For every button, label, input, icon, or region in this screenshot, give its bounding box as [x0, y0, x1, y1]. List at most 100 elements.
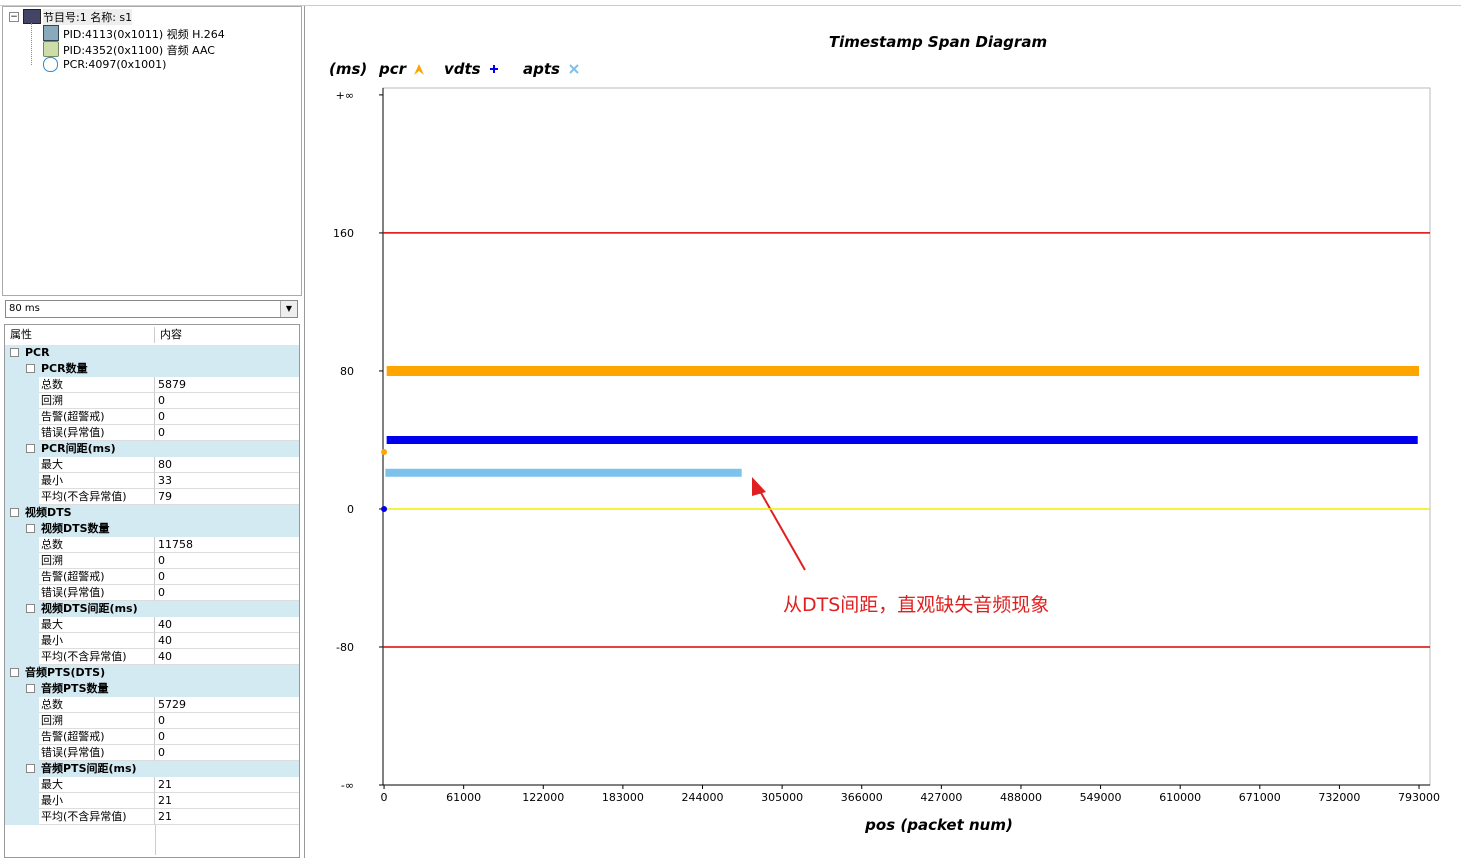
property-name[interactable]: 总数	[39, 537, 155, 553]
expander[interactable]	[26, 444, 35, 453]
x-tick-label: 671000	[1239, 791, 1281, 804]
property-value[interactable]: 21	[155, 777, 299, 793]
property-value[interactable]: 0	[155, 713, 299, 729]
property-value[interactable]: 5879	[155, 377, 299, 393]
legend-marker	[569, 64, 579, 74]
tree-item[interactable]: PCR:4097(0x1001)	[63, 58, 167, 71]
property-name[interactable]: 告警(超警戒)	[39, 409, 155, 425]
section-row[interactable]: PCR	[5, 345, 299, 361]
property-value[interactable]: 40	[155, 649, 299, 665]
property-name[interactable]: 最小	[39, 633, 155, 649]
annotation-arrow	[755, 483, 806, 571]
expander[interactable]	[10, 668, 19, 677]
expander[interactable]	[26, 604, 35, 613]
annotation: 从DTS间距，直观缺失音频现象	[783, 594, 1049, 616]
property-value[interactable]: 0	[155, 393, 299, 409]
group-row[interactable]: 音频PTS数量	[5, 681, 299, 697]
property-name[interactable]: 总数	[39, 377, 155, 393]
row-gutter	[5, 409, 39, 425]
property-value[interactable]: 0	[155, 409, 299, 425]
legend-marker	[414, 64, 424, 75]
row-gutter	[5, 489, 39, 505]
property-value[interactable]: 0	[155, 729, 299, 745]
panel-divider	[304, 6, 305, 858]
dropdown[interactable]: 80 ms ▼	[5, 300, 298, 318]
property-name[interactable]: 告警(超警戒)	[39, 729, 155, 745]
property-name[interactable]: 平均(不含异常值)	[39, 489, 155, 505]
tree-item[interactable]: PID:4113(0x1011) 视频 H.264	[63, 28, 225, 41]
expander[interactable]	[10, 348, 19, 357]
property-name[interactable]: 平均(不含异常值)	[39, 649, 155, 665]
property-name[interactable]: 回溯	[39, 553, 155, 569]
y-tick-label: 0	[347, 503, 354, 516]
property-name[interactable]: 最大	[39, 777, 155, 793]
section-row[interactable]: 视频DTS	[5, 505, 299, 521]
tree-connector	[31, 23, 42, 65]
group-row[interactable]: 视频DTS数量	[5, 521, 299, 537]
property-value[interactable]: 40	[155, 633, 299, 649]
row-gutter	[5, 745, 39, 761]
expander[interactable]	[26, 684, 35, 693]
group-row[interactable]: PCR间距(ms)	[5, 441, 299, 457]
expander[interactable]: −	[9, 12, 19, 22]
top-strip	[0, 0, 1461, 6]
property-value[interactable]: 0	[155, 553, 299, 569]
tree-root[interactable]: 节目号:1 名称: s1	[43, 9, 133, 25]
property-name[interactable]: 最大	[39, 457, 155, 473]
property-value[interactable]: 0	[155, 569, 299, 585]
group-row[interactable]: PCR数量	[5, 361, 299, 377]
expander[interactable]	[26, 364, 35, 373]
expander[interactable]	[26, 764, 35, 773]
y-tick-label: 160	[333, 227, 354, 240]
property-name[interactable]: 平均(不含异常值)	[39, 809, 155, 825]
property-value[interactable]: 11758	[155, 537, 299, 553]
tree-item[interactable]: PID:4352(0x1100) 音频 AAC	[63, 44, 215, 57]
row-gutter	[5, 649, 39, 665]
header-cell: 内容	[160, 328, 182, 341]
property-value[interactable]: 21	[155, 809, 299, 825]
y-tick-label: -∞	[341, 779, 354, 792]
property-name[interactable]: 总数	[39, 697, 155, 713]
property-name[interactable]: 最小	[39, 473, 155, 489]
expander[interactable]	[10, 508, 19, 517]
program-icon	[23, 9, 41, 24]
row-gutter	[5, 809, 39, 825]
row-gutter	[5, 377, 39, 393]
property-value[interactable]: 33	[155, 473, 299, 489]
property-value[interactable]: 80	[155, 457, 299, 473]
property-name[interactable]: 错误(异常值)	[39, 585, 155, 601]
section-row[interactable]: 音频PTS(DTS)	[5, 665, 299, 681]
property-name[interactable]: 最大	[39, 617, 155, 633]
y-tick-label: +∞	[336, 89, 354, 102]
x-tick-label: 732000	[1318, 791, 1360, 804]
expander[interactable]	[26, 524, 35, 533]
property-value[interactable]: 0	[155, 425, 299, 441]
property-name[interactable]: 错误(异常值)	[39, 745, 155, 761]
audio-icon	[43, 41, 59, 57]
x-tick-label: 0	[381, 791, 388, 804]
x-tick-label: 427000	[920, 791, 962, 804]
x-tick-label: 122000	[522, 791, 564, 804]
property-value[interactable]: 79	[155, 489, 299, 505]
property-name[interactable]: 回溯	[39, 393, 155, 409]
property-name[interactable]: 告警(超警戒)	[39, 569, 155, 585]
legend-marker	[490, 65, 498, 73]
property-name[interactable]: 最小	[39, 793, 155, 809]
series-point	[381, 449, 388, 456]
property-value[interactable]: 0	[155, 745, 299, 761]
property-value[interactable]: 5729	[155, 697, 299, 713]
row-gutter	[5, 793, 39, 809]
property-name[interactable]: 回溯	[39, 713, 155, 729]
dropdown-button[interactable]: ▼	[280, 301, 297, 317]
property-value[interactable]: 0	[155, 585, 299, 601]
property-value[interactable]: 21	[155, 793, 299, 809]
property-value[interactable]: 40	[155, 617, 299, 633]
property-name[interactable]: 错误(异常值)	[39, 425, 155, 441]
row-gutter	[5, 393, 39, 409]
group-row[interactable]: 音频PTS间距(ms)	[5, 761, 299, 777]
x-tick-label: 488000	[1000, 791, 1042, 804]
arrow-head	[752, 477, 766, 496]
row-gutter	[5, 569, 39, 585]
group-row[interactable]: 视频DTS间距(ms)	[5, 601, 299, 617]
